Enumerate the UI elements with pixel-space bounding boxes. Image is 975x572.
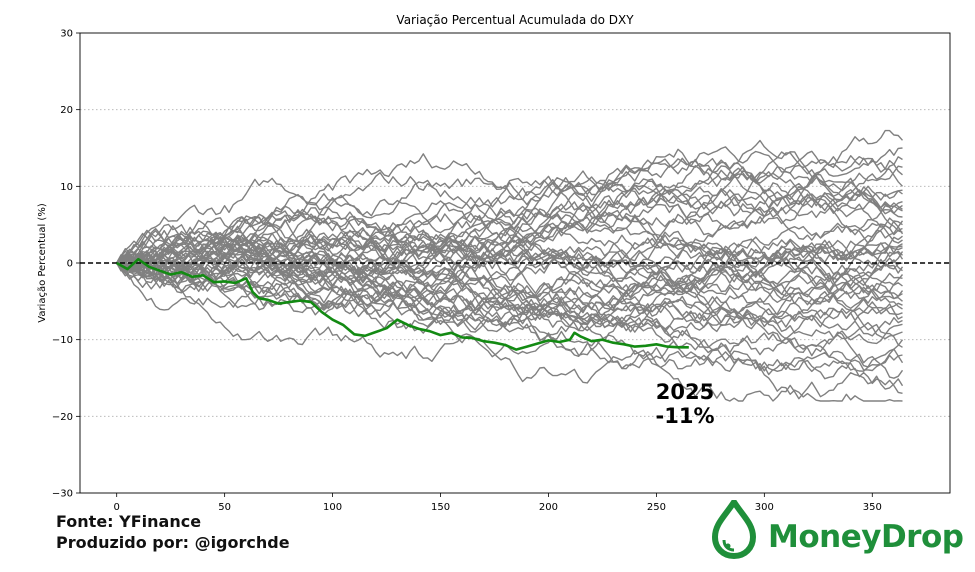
annotation-year: 2025: [656, 380, 714, 404]
historical-year-line: [116, 250, 903, 394]
historical-year-line: [116, 151, 903, 271]
y-tick-label: −20: [52, 412, 73, 423]
historical-year-line: [116, 240, 903, 332]
current-year-line: [116, 257, 689, 351]
x-tick-label: 250: [647, 502, 666, 513]
historical-year-line: [116, 233, 904, 305]
y-axis-label: Variação Percentual (%): [37, 203, 48, 323]
historical-year-line: [116, 153, 903, 276]
historical-year-line: [116, 226, 904, 331]
historical-year-line: [116, 154, 904, 275]
historical-year-line: [116, 166, 903, 281]
historical-year-line: [116, 258, 903, 333]
y-tick-label: −10: [52, 335, 73, 346]
author-label: Produzido por: @igorchde: [56, 533, 290, 552]
historical-year-line: [116, 252, 904, 380]
historical-year-line: [116, 248, 904, 319]
historical-year-line: [116, 262, 903, 402]
historical-year-line: [116, 185, 903, 275]
water-drop-icon: [712, 499, 756, 559]
source-label: Fonte: YFinance: [56, 512, 202, 531]
footer-mask: [40, 513, 710, 523]
x-tick-label: 200: [539, 502, 558, 513]
historical-year-line: [116, 256, 904, 402]
y-tick-label: 10: [60, 182, 73, 193]
historical-year-line: [116, 208, 903, 296]
brand-name: MoneyDrop: [768, 519, 964, 555]
x-tick-label: 50: [218, 502, 231, 513]
historical-year-line: [116, 180, 904, 278]
y-tick-label: 20: [60, 105, 73, 116]
x-tick-label: 300: [755, 502, 774, 513]
historical-year-line: [116, 247, 903, 318]
historical-year-line: [116, 158, 903, 266]
x-tick-label: 0: [114, 502, 120, 513]
historical-year-line: [116, 253, 903, 340]
x-tick-label: 350: [863, 502, 882, 513]
historical-year-line: [116, 228, 903, 282]
y-tick-label: −30: [52, 489, 73, 500]
historical-year-line: [116, 252, 903, 340]
brand-logo: MoneyDrop: [712, 499, 964, 566]
historical-year-line: [116, 148, 903, 269]
y-tick-label: 30: [60, 29, 73, 40]
x-tick-label: 100: [323, 502, 342, 513]
y-tick-label: 0: [67, 259, 73, 270]
historical-year-line: [116, 239, 904, 379]
x-tick-label: 150: [431, 502, 450, 513]
historical-year-line: [116, 186, 903, 284]
plot-frame: [79, 32, 951, 494]
annotation-value: -11%: [656, 404, 715, 428]
chart-title: Variação Percentual Acumulada do DXY: [396, 13, 634, 27]
historical-year-line: [116, 190, 903, 275]
historical-year-line: [116, 230, 903, 296]
